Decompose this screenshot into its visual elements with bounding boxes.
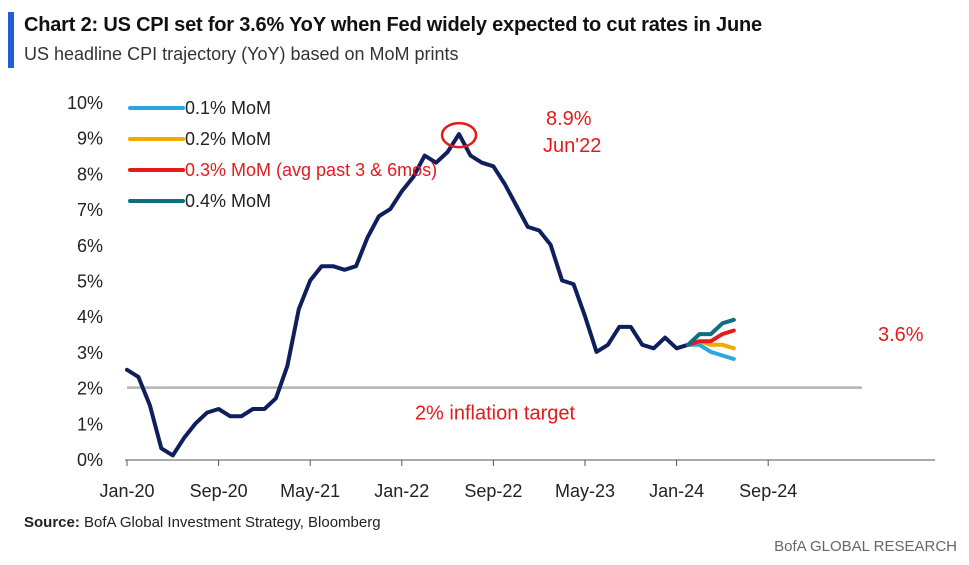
x-tick-label: Jan-20 xyxy=(99,481,154,501)
endpoint-value-label: 3.6% xyxy=(878,324,924,346)
chart-subtitle: US headline CPI trajectory (YoY) based o… xyxy=(24,44,459,64)
source-label: Source: xyxy=(24,514,80,531)
y-tick-label: 0% xyxy=(77,450,103,470)
source-note: Source: BofA Global Investment Strategy,… xyxy=(24,514,381,531)
y-tick-label: 8% xyxy=(77,164,103,184)
y-tick-label: 3% xyxy=(77,343,103,363)
x-tick-label: Sep-22 xyxy=(464,481,522,501)
peak-date-label: Jun'22 xyxy=(543,135,601,157)
y-tick-label: 5% xyxy=(77,272,103,292)
peak-highlight-circle xyxy=(440,121,478,149)
x-tick-label: Jan-22 xyxy=(374,481,429,501)
x-tick-label: Sep-24 xyxy=(739,481,797,501)
y-tick-label: 9% xyxy=(77,129,103,149)
projection-line xyxy=(686,342,736,361)
legend-label: 0.3% MoM (avg past 3 & 6mos) xyxy=(185,160,437,180)
peak-value-label: 8.9% xyxy=(546,108,592,130)
inflation-target-label: 2% inflation target xyxy=(415,403,576,425)
y-tick-label: 7% xyxy=(77,200,103,220)
y-tick-label: 4% xyxy=(77,307,103,327)
chart-title: Chart 2: US CPI set for 3.6% YoY when Fe… xyxy=(24,14,762,36)
y-tick-label: 10% xyxy=(67,93,103,113)
x-tick-label: May-23 xyxy=(555,481,615,501)
y-tick-label: 2% xyxy=(77,379,103,399)
projection-line xyxy=(686,328,736,347)
x-tick-label: May-21 xyxy=(280,481,340,501)
history-cpi-line xyxy=(125,132,690,458)
source-text: BofA Global Investment Strategy, Bloombe… xyxy=(84,514,381,531)
legend-label: 0.1% MoM xyxy=(185,98,271,118)
projection-line xyxy=(686,317,736,347)
y-tick-label: 1% xyxy=(77,414,103,434)
brand-footer: BofA GLOBAL RESEARCH xyxy=(774,538,957,555)
legend-label: 0.2% MoM xyxy=(185,129,271,149)
y-tick-label: 6% xyxy=(77,236,103,256)
x-tick-label: Jan-24 xyxy=(649,481,704,501)
title-accent-bar xyxy=(8,12,14,68)
legend-label: 0.4% MoM xyxy=(185,191,271,211)
x-tick-label: Sep-20 xyxy=(190,481,248,501)
